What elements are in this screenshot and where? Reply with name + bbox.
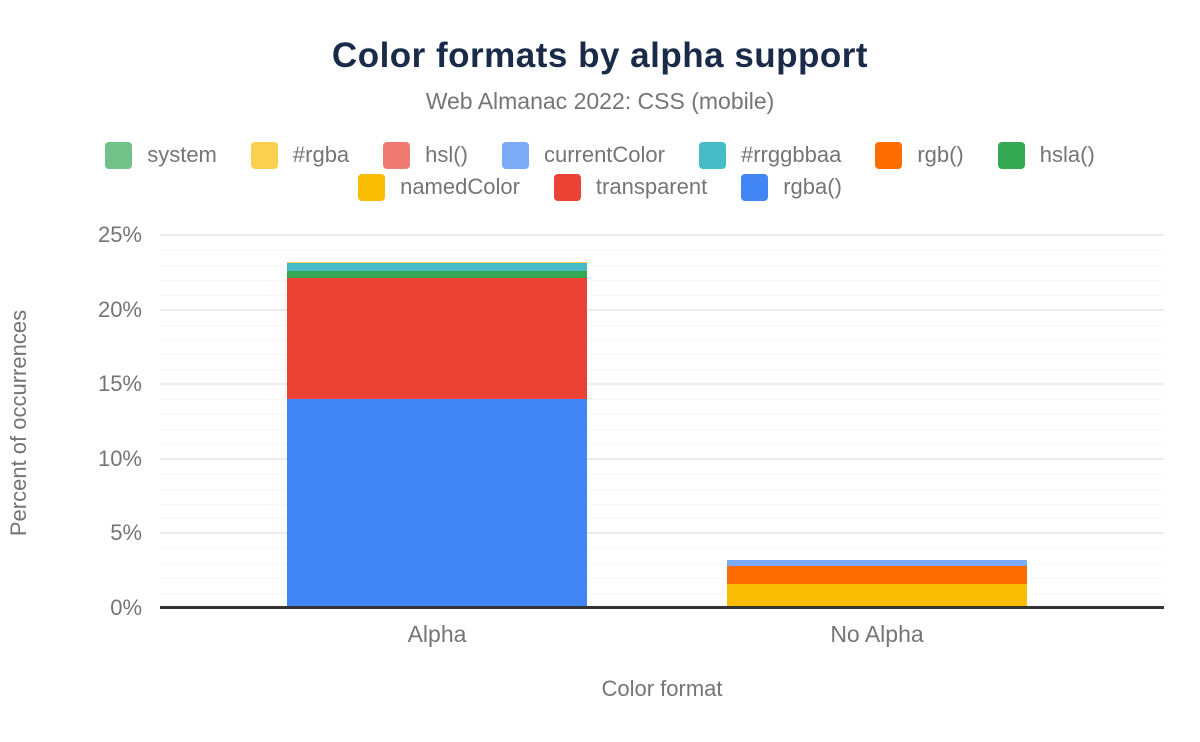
- major-gridline: [160, 532, 1164, 535]
- minor-gridline: [160, 428, 1164, 430]
- minor-gridline: [160, 593, 1164, 595]
- major-gridline: [160, 383, 1164, 386]
- legend-item-system: system: [105, 141, 217, 169]
- bar-segment-currentcolor[interactable]: [727, 560, 1027, 567]
- legend-item-rrggbbaa: #rrggbbaa: [699, 141, 841, 169]
- legend-swatch-rgba: [250, 141, 278, 169]
- legend-label: currentColor: [543, 142, 665, 167]
- minor-gridline: [160, 324, 1164, 326]
- bar-segment-rrggbbaa[interactable]: [287, 262, 587, 271]
- y-tick-label: 5%: [110, 520, 142, 546]
- minor-gridline: [160, 443, 1164, 445]
- minor-gridline: [160, 563, 1164, 565]
- legend: system #rgba hsl() currentColor #rrggbbaa rgb…: [0, 141, 1200, 201]
- legend-label: hsl(): [425, 142, 468, 167]
- minor-gridline: [160, 294, 1164, 296]
- legend-label: #rgba: [292, 142, 350, 167]
- legend-label: rgba(): [783, 174, 842, 199]
- bar-alpha: [287, 262, 587, 608]
- legend-label: rgb(): [917, 142, 964, 167]
- minor-gridline: [160, 399, 1164, 401]
- x-axis-title: Color format: [601, 676, 723, 701]
- plot-area: [160, 234, 1164, 609]
- chart-subtitle: Web Almanac 2022: CSS (mobile): [425, 88, 775, 114]
- x-axis-line: [160, 606, 1164, 609]
- legend-swatch-system: [105, 141, 133, 169]
- legend-item-rgba: rgba(): [741, 173, 842, 201]
- legend-label: transparent: [595, 174, 708, 199]
- minor-gridline: [160, 518, 1164, 520]
- minor-gridline: [160, 339, 1164, 341]
- minor-gridline: [160, 488, 1164, 490]
- minor-gridline: [160, 548, 1164, 550]
- y-tick-label: 0%: [110, 595, 142, 620]
- legend-swatch-namedcolor: [358, 173, 386, 201]
- bar-segment-hsla[interactable]: [287, 270, 587, 279]
- y-tick-label: 15%: [97, 371, 142, 397]
- legend-swatch-rgba: [741, 173, 769, 201]
- legend-item-rgb: rgb(): [875, 141, 964, 169]
- legend-label: #rrggbbaa: [741, 142, 842, 167]
- legend-item-currentcolor: currentColor: [501, 141, 665, 169]
- bar-segment-namedcolor[interactable]: [727, 584, 1027, 608]
- minor-gridline: [160, 578, 1164, 580]
- minor-gridline: [160, 354, 1164, 356]
- legend-swatch-rrggbbaa: [699, 141, 726, 169]
- y-tick-label: 10%: [97, 445, 142, 471]
- legend-swatch-transparent: [553, 173, 581, 201]
- legend-row: system #rgba hsl() currentColor #rrggbbaa rgb…: [105, 141, 1095, 169]
- major-gridline: [160, 308, 1164, 311]
- bar-segment-transparent[interactable]: [287, 278, 587, 400]
- bar-segment-rgb[interactable]: [727, 566, 1027, 585]
- minor-gridline: [160, 414, 1164, 416]
- legend-swatch-hsl: [383, 141, 411, 169]
- legend-label: system: [147, 142, 217, 167]
- legend-item-hsl: hsl(): [383, 141, 468, 169]
- chart-title: Color formats by alpha support: [331, 36, 869, 75]
- major-gridline: [160, 457, 1164, 460]
- y-tick-label: 25%: [97, 222, 142, 247]
- x-category-label-alpha: Alpha: [407, 621, 467, 647]
- minor-gridline: [160, 369, 1164, 371]
- legend-label: hsla(): [1039, 142, 1095, 167]
- legend-row: namedColor transparent rgba(): [358, 173, 842, 201]
- legend-item-rgba: #rgba: [250, 141, 350, 169]
- legend-swatch-hsla: [997, 141, 1025, 169]
- y-axis-ticks: 0% 5% 10% 15% 20% 25%: [0, 224, 148, 619]
- minor-gridline: [160, 264, 1164, 266]
- legend-item-transparent: transparent: [553, 173, 708, 201]
- bar-segment-rgba[interactable]: [287, 399, 587, 608]
- legend-item-namedcolor: namedColor: [358, 173, 520, 201]
- x-category-label-no-alpha: No Alpha: [830, 621, 924, 647]
- legend-swatch-rgb: [875, 141, 903, 169]
- minor-gridline: [160, 503, 1164, 505]
- y-tick-label: 20%: [97, 296, 142, 322]
- legend-swatch-currentcolor: [501, 141, 529, 169]
- minor-gridline: [160, 249, 1164, 251]
- legend-label: namedColor: [400, 174, 520, 199]
- bar-no-alpha: [727, 559, 1027, 608]
- major-gridline: [160, 234, 1164, 236]
- minor-gridline: [160, 279, 1164, 281]
- minor-gridline: [160, 473, 1164, 475]
- legend-item-hsla: hsla(): [997, 141, 1095, 169]
